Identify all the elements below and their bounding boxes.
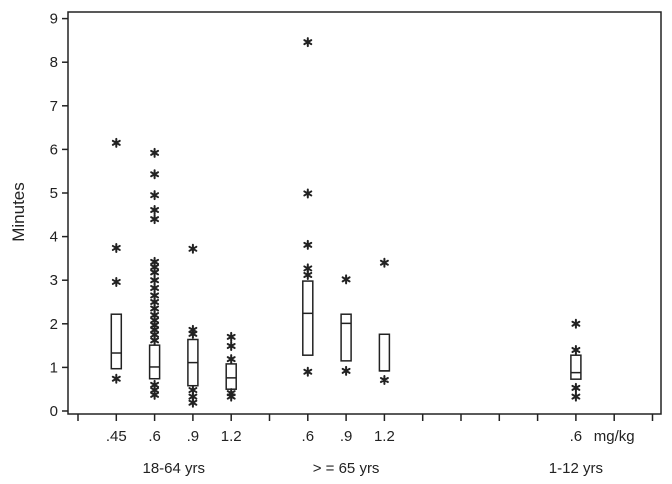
outlier-point <box>571 318 581 329</box>
plot-frame <box>67 11 662 415</box>
x-tick-label-dose: .9 <box>187 428 200 445</box>
outlier-point <box>188 243 198 254</box>
outlier-point <box>571 382 581 393</box>
outlier-point <box>150 275 160 286</box>
x-tick-label-dose: .9 <box>340 428 353 445</box>
box <box>225 363 237 390</box>
outlier-point <box>111 242 121 253</box>
outlier-point <box>226 331 236 342</box>
outlier-point <box>111 276 121 287</box>
outlier-point <box>226 354 236 365</box>
outlier-point <box>379 257 389 268</box>
box-marks <box>110 37 582 408</box>
outlier-point <box>150 267 160 278</box>
box <box>340 313 352 362</box>
outlier-point <box>303 366 313 377</box>
y-tick-label: 2 <box>50 316 58 333</box>
x-tick-label-dose: 1.2 <box>374 428 395 445</box>
x-tick-label-dose: .45 <box>106 428 127 445</box>
outlier-point <box>188 397 198 408</box>
y-tick-label: 6 <box>50 141 58 158</box>
x-tick-label-dose: 1.2 <box>221 428 242 445</box>
x-tick-label-dose: .6 <box>148 428 161 445</box>
box <box>110 313 123 370</box>
y-tick-label: 0 <box>50 403 58 420</box>
x-unit-label: mg/kg <box>594 428 635 445</box>
outlier-point <box>303 269 313 280</box>
outlier-point <box>226 341 236 352</box>
outlier-point <box>111 373 121 384</box>
outlier-point <box>303 37 313 48</box>
outlier-point <box>303 188 313 199</box>
outlier-point <box>150 389 160 400</box>
outlier-point <box>571 344 581 355</box>
outlier-point <box>303 239 313 250</box>
box <box>148 344 161 380</box>
outlier-point <box>111 137 121 148</box>
y-axis-label: Minutes <box>9 182 28 242</box>
y-tick-label: 8 <box>50 54 58 71</box>
y-tick-label: 4 <box>50 229 58 246</box>
x-tick-label-dose: .6 <box>570 428 583 445</box>
y-tick-label: 7 <box>50 98 58 115</box>
outlier-point <box>150 214 160 225</box>
box <box>378 333 391 372</box>
outlier-point <box>150 335 160 346</box>
y-tick-label: 9 <box>50 11 58 28</box>
x-group-label: 18-64 yrs <box>142 460 205 477</box>
x-axis: .45 .6 .9 1.2 .6 .9 1.2 .6 mg/kg 18-64 yrs > = 65 … <box>77 414 654 477</box>
x-group-label: > = 65 yrs <box>313 460 380 477</box>
outlier-point <box>379 375 389 386</box>
y-tick-label: 5 <box>50 185 58 202</box>
outlier-point <box>150 169 160 180</box>
y-tick-label: 1 <box>50 359 58 376</box>
outlier-point <box>571 391 581 402</box>
outlier-point <box>226 391 236 402</box>
x-tick-label-dose: .6 <box>302 428 315 445</box>
outlier-point <box>150 205 160 215</box>
outlier-point <box>341 274 351 285</box>
y-tick-label: 3 <box>50 272 58 289</box>
outlier-point <box>188 328 198 339</box>
outlier-point <box>341 365 351 376</box>
outlier-point <box>150 147 160 158</box>
x-group-label: 1-12 yrs <box>549 460 603 477</box>
box <box>570 354 582 380</box>
box <box>302 280 314 356</box>
outlier-point <box>150 190 160 201</box>
y-axis: 0 1 2 3 4 5 6 7 8 9 <box>50 11 68 420</box>
